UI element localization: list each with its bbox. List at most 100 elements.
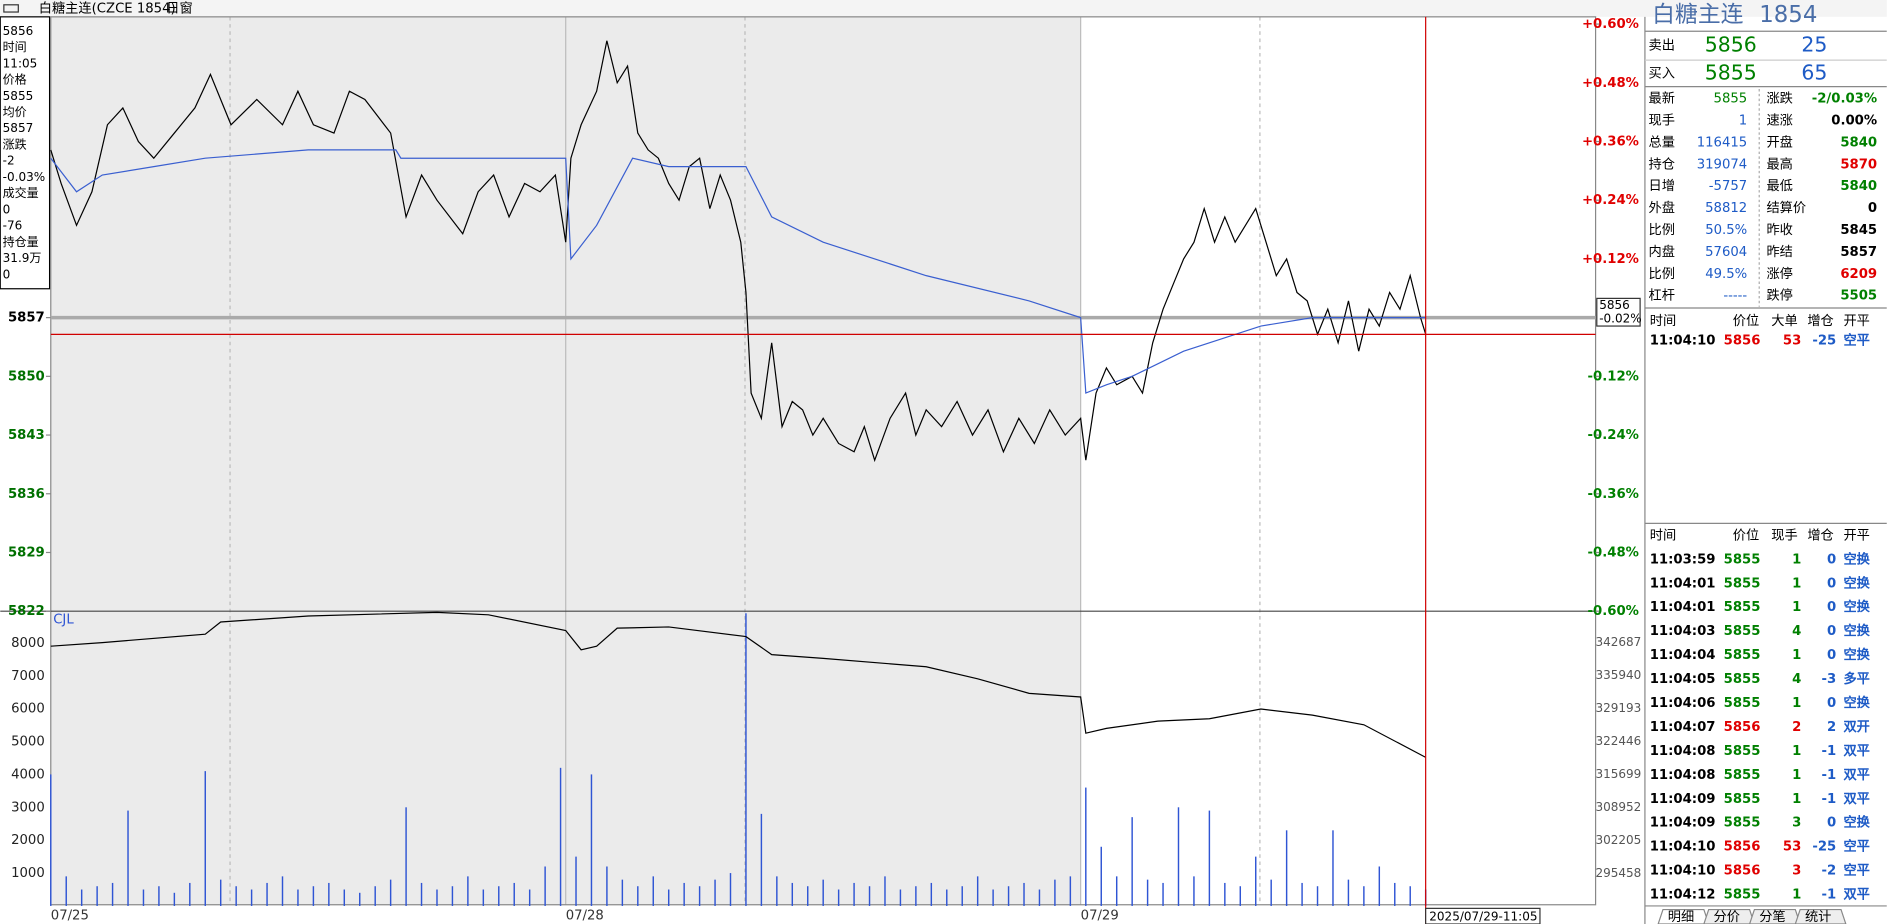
y2-tick-label: +0.60%: [1582, 17, 1639, 32]
tick-cell: 空换: [1843, 814, 1870, 831]
tick-cell: 双平: [1843, 791, 1869, 807]
volume-bar: [822, 879, 824, 906]
tab-label[interactable]: 统计: [1805, 909, 1831, 924]
big-trade-cell: 11:04:10: [1650, 333, 1716, 348]
volume-bar: [992, 889, 994, 906]
stat-value: -2/0.03%: [1812, 92, 1877, 107]
current-box: [1596, 297, 1641, 327]
volume-bar: [1162, 882, 1164, 906]
y2-tick-label: -0.60%: [1588, 604, 1639, 619]
volume-bar: [1054, 879, 1056, 906]
volume-bar: [884, 876, 886, 906]
volume-bar: [204, 771, 206, 906]
top-bar: [0, 0, 1887, 17]
current-change: -0.02%: [1599, 311, 1642, 325]
y-tick-label: 5822: [8, 604, 45, 619]
volume-bar: [173, 892, 176, 906]
table-header: 增仓: [1807, 527, 1833, 543]
tick-cell: 5855: [1724, 672, 1761, 687]
stat-label: 结算价: [1766, 200, 1806, 216]
tick-cell: 1: [1792, 744, 1801, 759]
info-line: 成交量: [3, 185, 39, 200]
stat-label: 持仓: [1649, 156, 1675, 172]
tick-cell: 1: [1792, 552, 1801, 567]
tick-cell: 双平: [1843, 767, 1869, 783]
volume-bar: [575, 856, 577, 906]
y2-tick-label: -0.48%: [1588, 545, 1639, 560]
tick-cell: 空换: [1843, 574, 1870, 591]
tab-label[interactable]: 分笔: [1759, 909, 1785, 924]
info-line: -2: [3, 154, 15, 168]
tab[interactable]: [1703, 908, 1756, 924]
tick-cell: 4: [1792, 624, 1801, 639]
stat-label: 杠杆: [1649, 288, 1675, 304]
tick-cell: 0: [1827, 648, 1836, 663]
tick-cell: 5855: [1724, 816, 1761, 831]
volume-bar: [590, 774, 593, 906]
y-tick-label: 5829: [8, 545, 45, 560]
stat-label: 比例: [1649, 222, 1675, 238]
tab-label[interactable]: 分价: [1714, 909, 1740, 924]
y2-tick-label: +0.12%: [1582, 252, 1639, 267]
tick-cell: 2: [1827, 720, 1836, 735]
y2-tick-label: -0.24%: [1588, 428, 1639, 443]
tick-cell: 5855: [1724, 624, 1761, 639]
volume-bar: [915, 886, 917, 906]
volume-bar: [637, 886, 639, 906]
tab[interactable]: [1748, 908, 1801, 924]
tick-cell: 空平: [1843, 838, 1869, 855]
tick-cell: 1: [1792, 768, 1801, 783]
quote-code: 1854: [1759, 2, 1817, 28]
volume-bar: [111, 882, 114, 906]
stat-value: 50.5%: [1705, 223, 1747, 238]
volume-bar: [1301, 882, 1303, 906]
volume-bar: [389, 879, 392, 906]
tick-cell: 5855: [1724, 888, 1761, 903]
y2-tick-label: 342687: [1595, 635, 1641, 649]
tick-cell: 11:04:05: [1650, 672, 1716, 687]
y2-tick-label: 329193: [1595, 701, 1641, 715]
volume-bar: [745, 613, 747, 906]
tick-cell: 空换: [1843, 622, 1870, 639]
tick-cell: 0: [1827, 552, 1836, 567]
tick-cell: 11:04:12: [1650, 888, 1716, 903]
x-tick-label: 07/25: [51, 909, 89, 924]
stat-value: 0: [1868, 201, 1877, 216]
volume-bar: [946, 889, 948, 906]
table-header: 开平: [1843, 314, 1869, 329]
info-box: [0, 16, 51, 290]
volume-bar: [1332, 830, 1334, 906]
big-trade-cell: 5856: [1724, 333, 1761, 348]
stat-label: 开盘: [1766, 133, 1792, 150]
y-tick-label: 5850: [8, 369, 45, 384]
volume-bar: [760, 813, 763, 906]
info-line: 0: [3, 202, 11, 216]
info-line: 均价: [3, 105, 27, 119]
table-header: 增仓: [1807, 313, 1833, 329]
tab[interactable]: [1794, 908, 1847, 924]
volume-bar: [544, 866, 546, 906]
tick-cell: -1: [1822, 744, 1837, 759]
tick-cell: 11:04:08: [1650, 768, 1716, 783]
tick-cell: 0: [1827, 576, 1836, 591]
info-line: 价格: [3, 72, 27, 87]
stat-label: 涨跌: [1766, 91, 1792, 107]
volume-bar: [420, 882, 423, 906]
tick-cell: 11:04:10: [1650, 864, 1716, 879]
info-line: 涨跌: [3, 136, 27, 151]
tick-cell: 11:04:08: [1650, 744, 1716, 759]
volume-bar: [158, 886, 160, 906]
stat-value: 5505: [1840, 289, 1877, 304]
big-trade-cell: -25: [1812, 333, 1836, 348]
indicator-title: CJL: [53, 613, 74, 628]
tab[interactable]: [1657, 908, 1710, 924]
tab-label[interactable]: 明细: [1668, 909, 1694, 924]
volume-bar: [405, 807, 407, 906]
stat-value: 1: [1739, 114, 1747, 129]
tick-cell: 11:04:04: [1650, 648, 1716, 663]
window-menu[interactable]: 日窗: [166, 0, 192, 16]
big-trade-cell: 空平: [1843, 331, 1869, 348]
x-tick-label: 07/28: [566, 909, 604, 924]
tick-cell: 11:03:59: [1650, 552, 1716, 567]
instrument-title[interactable]: 白糖主连(CZCE 1854): [39, 0, 176, 16]
